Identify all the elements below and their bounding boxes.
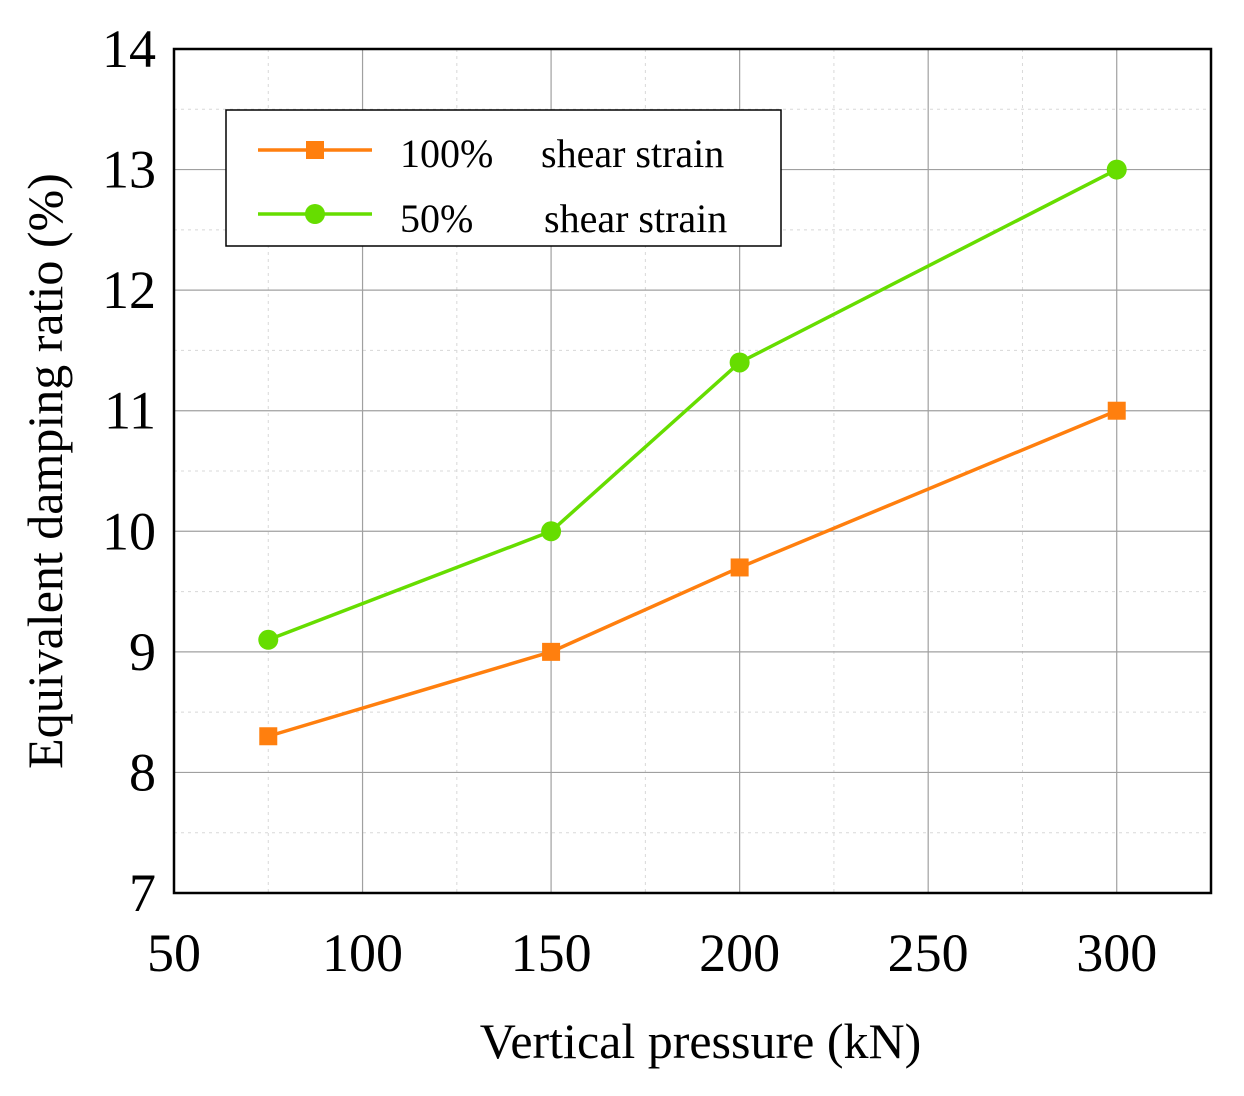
legend-entry-2: 50% shear strain — [258, 196, 727, 241]
data-point-series-1 — [730, 558, 749, 577]
x-tick-label: 150 — [511, 923, 592, 983]
y-tick-label: 13 — [102, 140, 156, 200]
data-point-series-1 — [542, 642, 561, 661]
series-layer — [258, 159, 1127, 746]
x-tick-label: 250 — [888, 923, 969, 983]
y-tick-label: 14 — [102, 19, 156, 79]
data-point-series-1 — [1107, 401, 1126, 420]
series-line-2 — [267, 168, 1118, 642]
major-grid — [174, 49, 1211, 893]
legend-marker-series-1 — [306, 141, 324, 159]
x-tick-label: 100 — [322, 923, 403, 983]
y-tick-label: 7 — [129, 863, 156, 923]
x-tick-label: 200 — [699, 923, 780, 983]
data-point-series-2 — [729, 352, 750, 373]
plot-frame — [172, 47, 1213, 895]
y-tick-label: 8 — [129, 742, 156, 802]
y-tick-labels: 7 8 9 10 11 12 13 14 — [102, 19, 156, 923]
legend: 100% shear strain 50% shear strain — [225, 109, 782, 247]
y-tick-label: 11 — [104, 381, 156, 441]
legend-entry-1: 100% shear strain — [258, 131, 724, 176]
legend-label-series-2-text: shear strain — [544, 196, 727, 241]
y-tick-label: 10 — [102, 501, 156, 561]
legend-marker-series-2 — [305, 204, 325, 224]
data-point-series-2 — [541, 521, 562, 542]
x-tick-labels: 50 100 150 200 250 300 — [147, 923, 1157, 983]
y-tick-label: 12 — [102, 260, 156, 320]
x-axis-title: Vertical pressure (kN) — [480, 1013, 921, 1069]
data-point-series-1 — [259, 727, 278, 746]
data-point-series-2 — [1106, 159, 1127, 180]
legend-label-series-2-num: 50% — [400, 196, 473, 241]
y-axis-title: Equivalent damping ratio (%) — [17, 173, 73, 769]
x-tick-label: 300 — [1076, 923, 1157, 983]
series-line-1 — [267, 409, 1118, 738]
data-point-series-2 — [258, 629, 279, 650]
legend-label-series-1-num: 100% — [400, 131, 493, 176]
x-tick-label: 50 — [147, 923, 201, 983]
legend-label-series-1-text: shear strain — [541, 131, 724, 176]
y-tick-label: 9 — [129, 622, 156, 682]
